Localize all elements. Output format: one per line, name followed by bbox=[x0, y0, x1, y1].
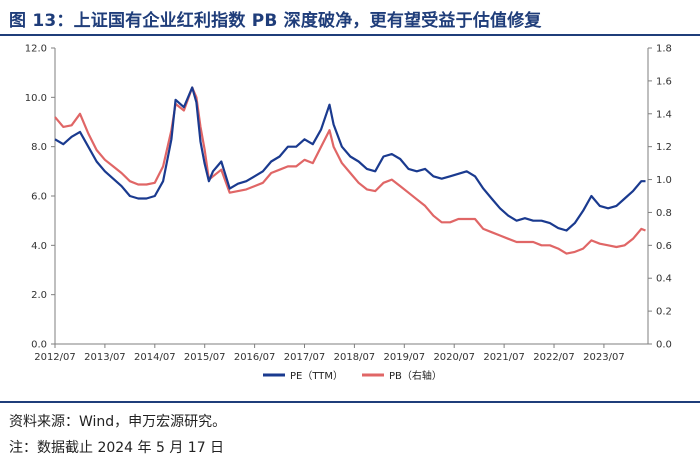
left-tick-label: 4.0 bbox=[31, 241, 47, 252]
title-underline bbox=[0, 34, 700, 36]
x-tick-label: 2022/07 bbox=[533, 352, 575, 363]
x-tick-label: 2020/07 bbox=[433, 352, 475, 363]
pe-series-line bbox=[54, 86, 646, 232]
x-tick-label: 2021/07 bbox=[483, 352, 525, 363]
figure-title: 图 13：上证国有企业红利指数 PB 深度破净，更有望受益于估值修复 bbox=[9, 11, 542, 31]
x-tick-label: 2015/07 bbox=[184, 352, 226, 363]
legend-label-pb: PB（右轴） bbox=[389, 369, 442, 382]
x-tick-label: 2016/07 bbox=[234, 352, 276, 363]
right-tick-label: 0.0 bbox=[656, 340, 672, 351]
right-tick-label: 1.6 bbox=[656, 76, 672, 87]
x-tick-label: 2014/07 bbox=[134, 352, 176, 363]
left-tick-label: 12.0 bbox=[25, 44, 47, 55]
dual-axis-line-chart: 0.0 2.0 4.0 6.0 8.0 10.0 12.0 0.0 0.2 0.4 0.6 0.8 1.… bbox=[25, 44, 672, 383]
x-tick-label: 2012/07 bbox=[34, 352, 76, 363]
x-tick-label: 2018/07 bbox=[334, 352, 376, 363]
right-tick-label: 1.4 bbox=[656, 109, 672, 120]
right-tick-label: 0.6 bbox=[656, 241, 672, 252]
legend-label-pe: PE（TTM） bbox=[290, 370, 343, 382]
x-tick-label: 2013/07 bbox=[84, 352, 126, 363]
right-tick-label: 0.4 bbox=[656, 274, 672, 285]
data-cutoff-note: 注：数据截止 2024 年 5 月 17 日 bbox=[9, 440, 225, 456]
right-tick-label: 1.8 bbox=[656, 44, 672, 55]
right-tick-label: 1.0 bbox=[656, 175, 672, 186]
x-tick-label: 2023/07 bbox=[583, 352, 625, 363]
right-tick-label: 1.2 bbox=[656, 142, 672, 153]
left-tick-label: 2.0 bbox=[31, 290, 47, 301]
source-note: 资料来源：Wind，申万宏源研究。 bbox=[9, 414, 227, 430]
x-tick-label: 2019/07 bbox=[384, 352, 426, 363]
left-tick-label: 6.0 bbox=[31, 192, 47, 203]
right-tick-label: 0.2 bbox=[656, 307, 672, 318]
figure-header: 图 13：上证国有企业红利指数 PB 深度破净，更有望受益于估值修复 bbox=[0, 0, 700, 36]
pb-series-line bbox=[54, 86, 646, 255]
right-tick-label: 0.8 bbox=[656, 208, 672, 219]
left-tick-label: 10.0 bbox=[25, 93, 47, 104]
footer-divider bbox=[0, 401, 700, 403]
left-tick-label: 0.0 bbox=[31, 340, 47, 351]
x-tick-label: 2017/07 bbox=[284, 352, 326, 363]
left-tick-label: 8.0 bbox=[31, 142, 47, 153]
